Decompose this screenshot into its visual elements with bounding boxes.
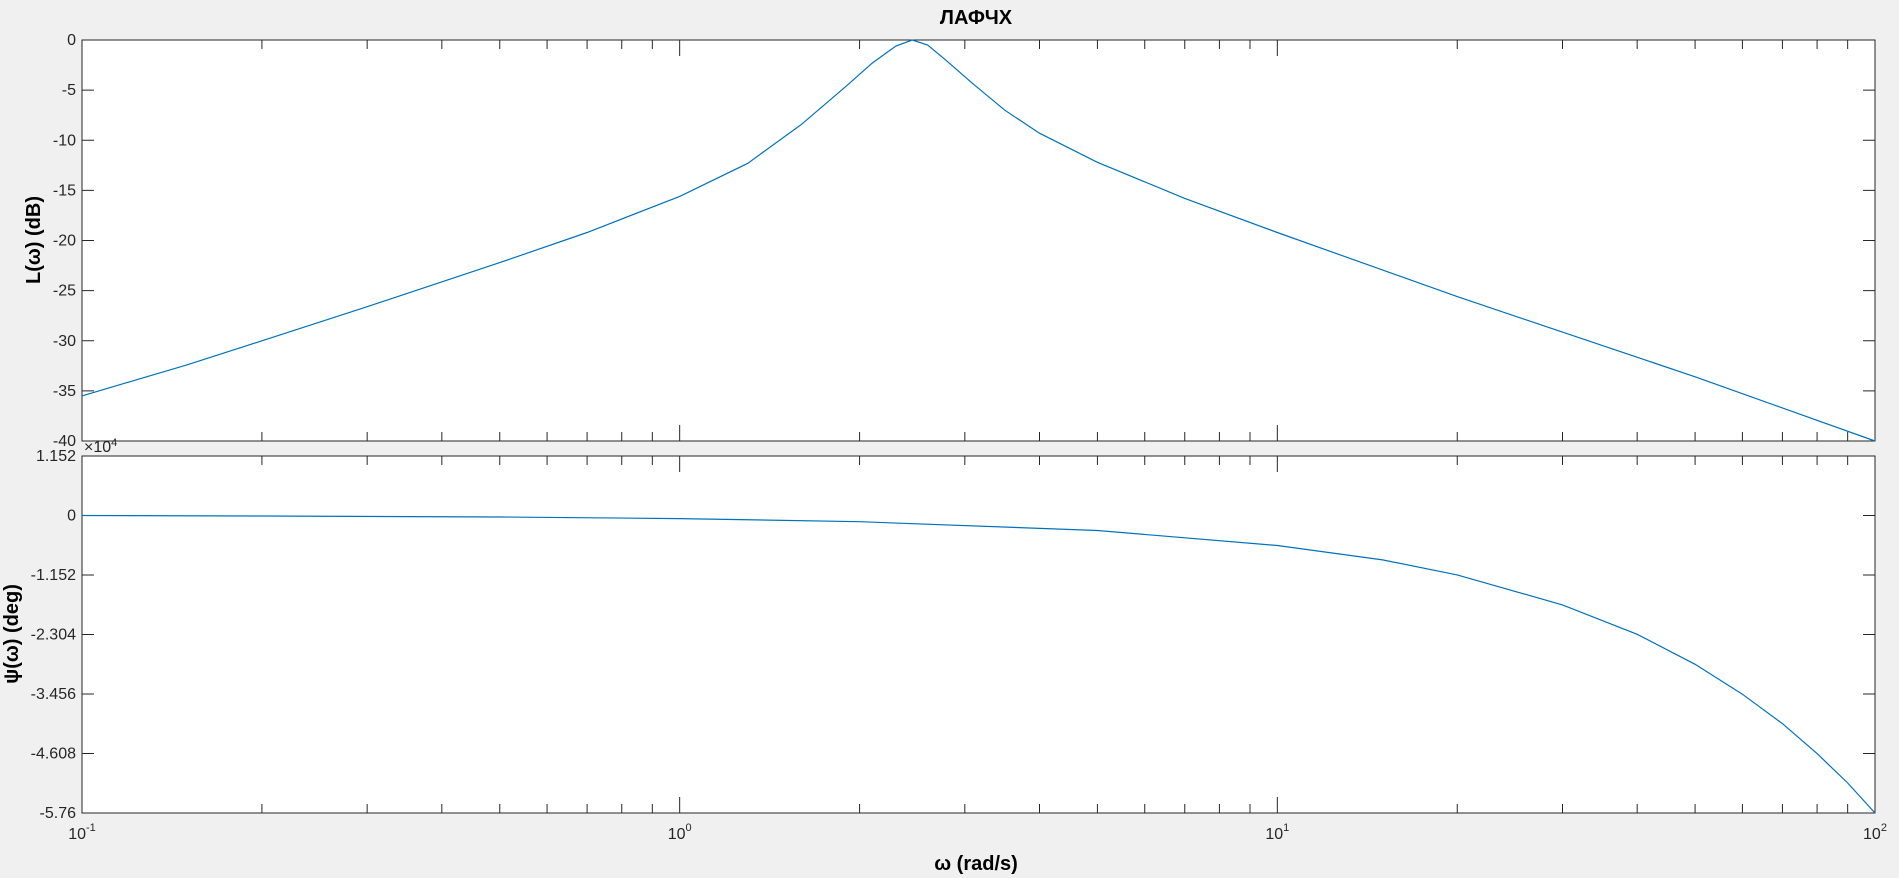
y-tick-label: -30 [53,333,76,350]
phase-series-line [81,514,1876,814]
y-tick-label: 0 [67,32,76,49]
y-tick-label: -3.456 [31,686,76,703]
phase-x-ticks: 10-1 100 101 102 [68,456,1887,843]
y-tick-label: 0 [67,508,76,525]
chart-title: ЛАФЧХ [940,7,1013,29]
y-tick-label: -10 [53,132,76,149]
magnitude-axes: 0 -5 -10 -15 -20 -25 -30 -35 -40 L(ω) (dB) [23,32,1876,450]
x-tick-label: 102 [1863,822,1887,843]
y-tick-label: -1.152 [31,567,76,584]
phase-y-label: ψ(ω) (deg) [1,584,23,684]
phase-y-multiplier: ×104 [84,437,117,456]
x-tick-label: 101 [1265,822,1289,843]
x-tick-label: 100 [668,822,692,843]
magnitude-plot-area [81,39,1876,442]
y-tick-label: 1.152 [36,448,76,465]
y-tick-label: -5.76 [40,805,77,822]
phase-axes: 1.152 0 -1.152 -2.304 -3.456 -4.608 -5.76 10-1… [1,437,1887,875]
y-tick-label: -5 [62,82,76,99]
phase-y-ticks: 1.152 0 -1.152 -2.304 -3.456 -4.608 -5.76 [31,448,1875,822]
y-tick-label: -2.304 [31,627,76,644]
magnitude-y-ticks: 0 -5 -10 -15 -20 -25 -30 -35 -40 [53,32,1875,450]
x-tick-label: 10-1 [68,822,96,843]
y-tick-label: -25 [53,283,76,300]
magnitude-x-ticks [81,40,1876,441]
y-tick-label: -35 [53,383,76,400]
y-tick-label: -4.608 [31,746,76,763]
magnitude-series-line [81,39,1876,442]
magnitude-y-label: L(ω) (dB) [23,196,45,284]
phase-plot-area [81,455,1876,814]
y-tick-label: -40 [53,433,76,450]
phase-x-label: ω (rad/s) [934,853,1018,875]
y-tick-label: -15 [53,182,76,199]
y-tick-label: -20 [53,233,76,250]
